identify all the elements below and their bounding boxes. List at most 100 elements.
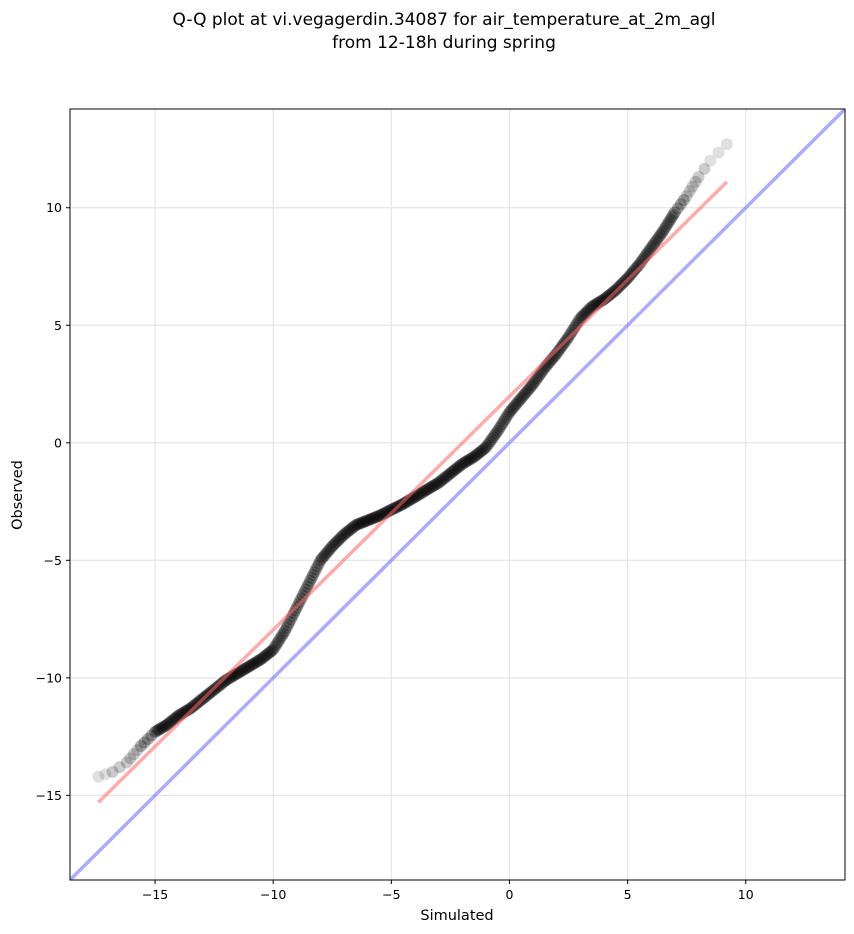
data-point [277, 627, 290, 640]
data-point [704, 154, 717, 167]
data-point [450, 462, 463, 475]
data-point [488, 429, 501, 442]
data-point [521, 385, 534, 398]
data-point [472, 447, 485, 460]
data-point [509, 399, 522, 412]
data-point [689, 175, 702, 188]
data-point [654, 229, 667, 242]
data-point [655, 227, 668, 240]
data-point [236, 664, 249, 677]
data-point [367, 512, 380, 525]
data-point [256, 651, 269, 664]
data-point [481, 439, 494, 452]
data-point [317, 550, 330, 563]
x-tick-label: −15 [142, 887, 168, 902]
data-point [475, 445, 488, 458]
data-point [308, 566, 321, 579]
data-point [499, 413, 512, 426]
data-point [649, 235, 662, 248]
data-point [413, 488, 426, 501]
data-point [519, 386, 532, 399]
plot-frame [69, 108, 846, 881]
data-point [351, 518, 364, 531]
data-point [674, 198, 687, 211]
data-point [361, 514, 374, 527]
data-point [448, 463, 461, 476]
data-point [626, 266, 639, 279]
data-point [106, 765, 119, 778]
data-point [352, 517, 365, 530]
plot-clip-group [70, 109, 845, 880]
data-point [152, 724, 165, 737]
data-point [444, 467, 457, 480]
data-point [565, 326, 578, 339]
data-point [629, 263, 642, 276]
data-point [349, 519, 362, 532]
data-point [157, 720, 170, 733]
data-point [657, 225, 670, 238]
data-point [250, 655, 263, 668]
data-point [439, 470, 452, 483]
data-point [216, 676, 229, 689]
data-point [515, 392, 528, 405]
data-point [304, 574, 317, 587]
data-point [599, 292, 612, 305]
data-point [242, 660, 255, 673]
data-point [416, 486, 429, 499]
data-point [150, 725, 163, 738]
data-point [533, 369, 546, 382]
data-point [134, 740, 147, 753]
data-point [692, 171, 705, 184]
data-point [502, 408, 515, 421]
data-point [265, 644, 278, 657]
data-point [496, 417, 509, 430]
data-point [423, 482, 436, 495]
data-point [485, 433, 498, 446]
data-point [314, 554, 327, 567]
data-point [312, 557, 325, 570]
data-point [99, 768, 112, 781]
x-tick-label: −10 [260, 887, 286, 902]
data-point [370, 510, 383, 523]
data-point [664, 213, 677, 226]
data-point [311, 560, 324, 573]
data-point [627, 265, 640, 278]
data-point [630, 261, 643, 274]
data-point [686, 180, 699, 193]
data-point [369, 511, 382, 524]
data-point [327, 538, 340, 551]
data-point [428, 479, 441, 492]
data-point [252, 654, 265, 667]
data-point [417, 485, 430, 498]
data-point [355, 516, 368, 529]
data-point [165, 715, 178, 728]
data-point [531, 371, 544, 384]
data-point [660, 220, 673, 233]
data-point [506, 402, 519, 415]
identity-line [70, 109, 845, 880]
data-point [510, 397, 523, 410]
data-point [184, 702, 197, 715]
data-point [665, 211, 678, 224]
data-point [385, 503, 398, 516]
data-point [92, 770, 105, 783]
data-point [214, 678, 227, 691]
data-point [264, 645, 277, 658]
data-point [720, 138, 733, 151]
data-point [463, 453, 476, 466]
data-point [234, 665, 247, 678]
data-point [348, 520, 361, 533]
data-point [330, 535, 343, 548]
data-point [185, 701, 198, 714]
data-point [478, 442, 491, 455]
data-point [141, 732, 154, 745]
data-point [274, 631, 287, 644]
data-point [469, 449, 482, 462]
data-point [302, 577, 315, 590]
data-point [648, 237, 661, 250]
identity-line-layer [70, 109, 845, 880]
data-point [398, 497, 411, 510]
data-point [357, 516, 370, 529]
data-point [459, 456, 472, 469]
